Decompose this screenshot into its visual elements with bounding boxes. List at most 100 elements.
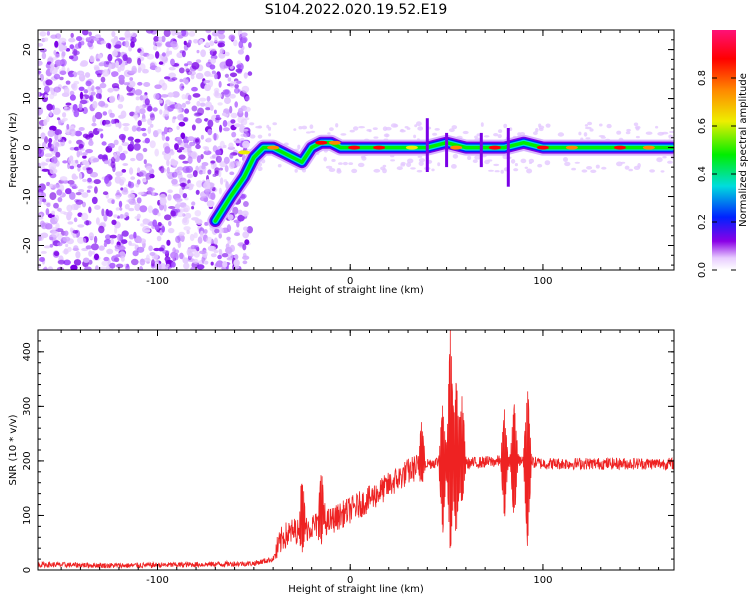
noise-blob xyxy=(134,138,141,143)
noise-blob xyxy=(85,149,93,154)
noise-blob xyxy=(67,246,72,252)
noise-blob xyxy=(118,200,123,208)
noise-blob xyxy=(390,123,398,128)
noise-blob xyxy=(164,76,171,80)
noise-blob xyxy=(167,92,174,98)
noise-blob xyxy=(390,159,395,162)
noise-blob xyxy=(127,136,134,141)
noise-blob xyxy=(170,58,175,66)
noise-blob xyxy=(210,160,216,164)
noise-blob xyxy=(70,264,78,270)
noise-blob xyxy=(62,112,67,118)
noise-blob xyxy=(87,185,93,189)
noise-blob xyxy=(188,31,196,37)
noise-blob xyxy=(152,208,160,216)
noise-blob xyxy=(101,260,108,267)
noise-blob xyxy=(236,60,241,66)
signal-hotspot xyxy=(315,140,328,145)
noise-blob xyxy=(538,125,545,130)
noise-blob xyxy=(224,73,229,78)
noise-blob xyxy=(234,140,242,144)
noise-blob xyxy=(73,110,80,118)
noise-blob xyxy=(210,253,217,258)
noise-blob xyxy=(202,170,206,174)
noise-blob xyxy=(114,176,122,184)
noise-blob xyxy=(153,247,161,252)
noise-blob xyxy=(122,123,130,127)
noise-blob xyxy=(340,133,347,136)
noise-blob xyxy=(186,61,193,66)
noise-blob xyxy=(152,219,158,227)
noise-blob xyxy=(234,83,239,89)
noise-blob xyxy=(71,83,76,89)
noise-blob xyxy=(57,134,62,141)
noise-blob xyxy=(127,193,136,199)
noise-blob xyxy=(483,135,490,138)
noise-blob xyxy=(634,125,641,130)
noise-blob xyxy=(95,93,102,99)
noise-blob xyxy=(476,133,481,137)
noise-blob xyxy=(112,50,118,57)
noise-blob xyxy=(62,160,68,164)
noise-blob xyxy=(191,206,195,210)
noise-blob xyxy=(58,44,65,52)
noise-blob xyxy=(131,258,139,266)
noise-blob xyxy=(99,82,107,89)
noise-blob xyxy=(75,251,81,259)
noise-blob xyxy=(45,223,53,230)
noise-blob xyxy=(233,259,240,267)
noise-blob xyxy=(118,74,125,81)
noise-blob xyxy=(176,211,184,218)
noise-blob xyxy=(116,263,124,269)
noise-blob xyxy=(131,125,137,132)
noise-blob xyxy=(88,250,93,257)
noise-blob xyxy=(117,233,121,242)
noise-blob xyxy=(178,154,186,160)
noise-blob xyxy=(418,161,424,167)
noise-blob xyxy=(227,77,232,82)
noise-blob xyxy=(91,251,95,255)
noise-blob xyxy=(166,239,171,246)
noise-blob xyxy=(211,70,216,75)
noise-blob xyxy=(164,214,172,221)
noise-blob xyxy=(96,73,102,78)
noise-blob xyxy=(130,140,134,148)
noise-blob xyxy=(121,230,129,237)
noise-blob xyxy=(187,156,193,164)
noise-blob xyxy=(203,181,211,190)
noise-blob xyxy=(78,86,85,92)
noise-blob xyxy=(118,145,123,153)
noise-blob xyxy=(63,248,69,255)
noise-blob xyxy=(72,230,79,234)
noise-blob xyxy=(191,86,198,92)
noise-blob xyxy=(120,110,127,119)
noise-blob xyxy=(219,124,223,133)
noise-blob xyxy=(39,48,47,53)
snr-xlabel: Height of straight line (km) xyxy=(288,584,424,595)
noise-blob xyxy=(189,233,195,242)
noise-blob xyxy=(529,162,532,164)
snr-ytick-label: 400 xyxy=(22,342,33,361)
noise-blob xyxy=(514,163,519,167)
noise-blob xyxy=(116,215,121,219)
noise-blob xyxy=(323,156,328,162)
noise-blob xyxy=(117,94,125,103)
noise-blob xyxy=(43,37,49,42)
noise-blob xyxy=(73,80,80,85)
noise-blob xyxy=(38,107,44,115)
noise-blob xyxy=(158,61,164,65)
noise-blob xyxy=(222,261,228,268)
signal-hotspot xyxy=(328,140,341,145)
noise-blob xyxy=(170,41,178,47)
noise-region xyxy=(38,30,674,270)
noise-blob xyxy=(564,161,571,167)
noise-blob xyxy=(49,125,57,132)
noise-blob xyxy=(168,66,176,71)
noise-blob xyxy=(121,169,127,173)
noise-blob xyxy=(176,52,184,59)
noise-blob xyxy=(127,80,136,88)
noise-blob xyxy=(102,69,110,77)
noise-blob xyxy=(331,159,336,162)
noise-blob xyxy=(65,102,72,106)
